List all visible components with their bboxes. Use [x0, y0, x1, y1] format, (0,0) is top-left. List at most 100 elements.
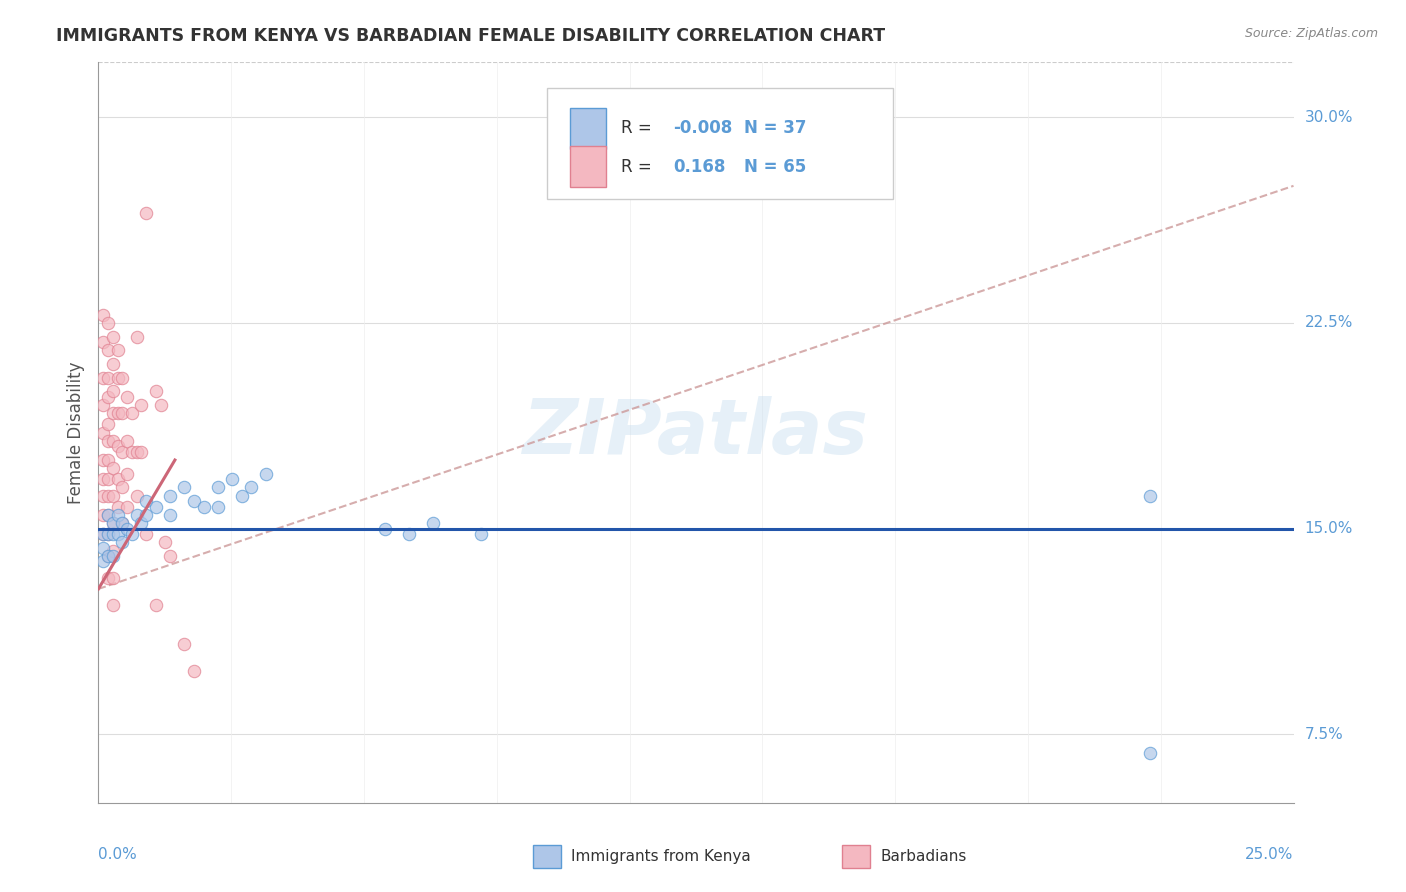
- Point: [422, 516, 444, 530]
- Point: [111, 535, 134, 549]
- Point: [107, 406, 129, 420]
- Point: [91, 308, 114, 322]
- Text: 25.0%: 25.0%: [1246, 847, 1294, 863]
- Bar: [571, 146, 606, 187]
- Point: [91, 398, 114, 412]
- Point: [221, 472, 243, 486]
- Point: [374, 522, 396, 536]
- Point: [97, 508, 120, 522]
- Text: R =: R =: [620, 120, 657, 137]
- Text: IMMIGRANTS FROM KENYA VS BARBADIAN FEMALE DISABILITY CORRELATION CHART: IMMIGRANTS FROM KENYA VS BARBADIAN FEMAL…: [56, 27, 886, 45]
- Point: [125, 489, 148, 503]
- Point: [145, 599, 167, 613]
- Point: [1139, 747, 1161, 761]
- Point: [91, 554, 114, 568]
- Point: [173, 480, 195, 494]
- Point: [183, 664, 205, 678]
- Point: [101, 527, 124, 541]
- Point: [91, 489, 114, 503]
- Point: [183, 494, 205, 508]
- Point: [115, 500, 138, 514]
- Point: [159, 549, 181, 563]
- Point: [173, 637, 195, 651]
- Point: [97, 343, 120, 358]
- Point: [91, 508, 114, 522]
- Text: N = 65: N = 65: [744, 158, 806, 176]
- Point: [101, 384, 124, 399]
- Point: [135, 494, 157, 508]
- Point: [97, 371, 120, 385]
- Text: 30.0%: 30.0%: [1305, 110, 1353, 125]
- Point: [107, 527, 129, 541]
- Point: [125, 445, 148, 459]
- Point: [107, 343, 129, 358]
- Point: [97, 472, 120, 486]
- Text: Barbadians: Barbadians: [880, 849, 966, 863]
- Point: [1139, 489, 1161, 503]
- Point: [121, 445, 143, 459]
- Point: [107, 508, 129, 522]
- Point: [125, 508, 148, 522]
- Point: [159, 508, 181, 522]
- Text: Source: ZipAtlas.com: Source: ZipAtlas.com: [1244, 27, 1378, 40]
- Text: 7.5%: 7.5%: [1305, 727, 1343, 742]
- Point: [155, 535, 177, 549]
- Text: 22.5%: 22.5%: [1305, 316, 1353, 330]
- Bar: [571, 108, 606, 149]
- Point: [159, 489, 181, 503]
- Point: [145, 500, 167, 514]
- Point: [101, 406, 124, 420]
- Point: [91, 472, 114, 486]
- Point: [254, 467, 277, 481]
- Point: [97, 434, 120, 448]
- Point: [111, 445, 134, 459]
- Text: 0.0%: 0.0%: [98, 847, 138, 863]
- Text: 15.0%: 15.0%: [1305, 521, 1353, 536]
- Point: [97, 508, 120, 522]
- Point: [97, 489, 120, 503]
- Point: [91, 527, 114, 541]
- Text: ZIPatlas: ZIPatlas: [523, 396, 869, 469]
- Point: [97, 417, 120, 432]
- Point: [97, 527, 120, 541]
- Point: [145, 384, 167, 399]
- Point: [115, 434, 138, 448]
- Point: [101, 543, 124, 558]
- Point: [97, 316, 120, 330]
- Point: [135, 508, 157, 522]
- Point: [91, 371, 114, 385]
- Point: [149, 398, 172, 412]
- Point: [131, 516, 153, 530]
- Point: [135, 527, 157, 541]
- Point: [240, 480, 263, 494]
- Point: [101, 434, 124, 448]
- Text: 0.168: 0.168: [673, 158, 725, 176]
- Point: [97, 571, 120, 585]
- Point: [115, 390, 138, 404]
- Point: [125, 329, 148, 343]
- Point: [193, 500, 215, 514]
- Point: [111, 516, 134, 530]
- Point: [91, 541, 114, 555]
- Point: [91, 453, 114, 467]
- Point: [135, 206, 157, 220]
- Point: [101, 357, 124, 371]
- Point: [111, 480, 134, 494]
- Point: [97, 549, 120, 563]
- Point: [207, 480, 229, 494]
- Point: [101, 329, 124, 343]
- Point: [107, 500, 129, 514]
- Point: [97, 390, 120, 404]
- Point: [131, 398, 153, 412]
- Point: [470, 527, 492, 541]
- Point: [97, 549, 120, 563]
- Point: [121, 527, 143, 541]
- Text: -0.008: -0.008: [673, 120, 733, 137]
- Y-axis label: Female Disability: Female Disability: [66, 361, 84, 504]
- Point: [111, 406, 134, 420]
- Text: N = 37: N = 37: [744, 120, 806, 137]
- Point: [91, 527, 114, 541]
- Point: [101, 489, 124, 503]
- Point: [101, 516, 124, 530]
- Point: [115, 467, 138, 481]
